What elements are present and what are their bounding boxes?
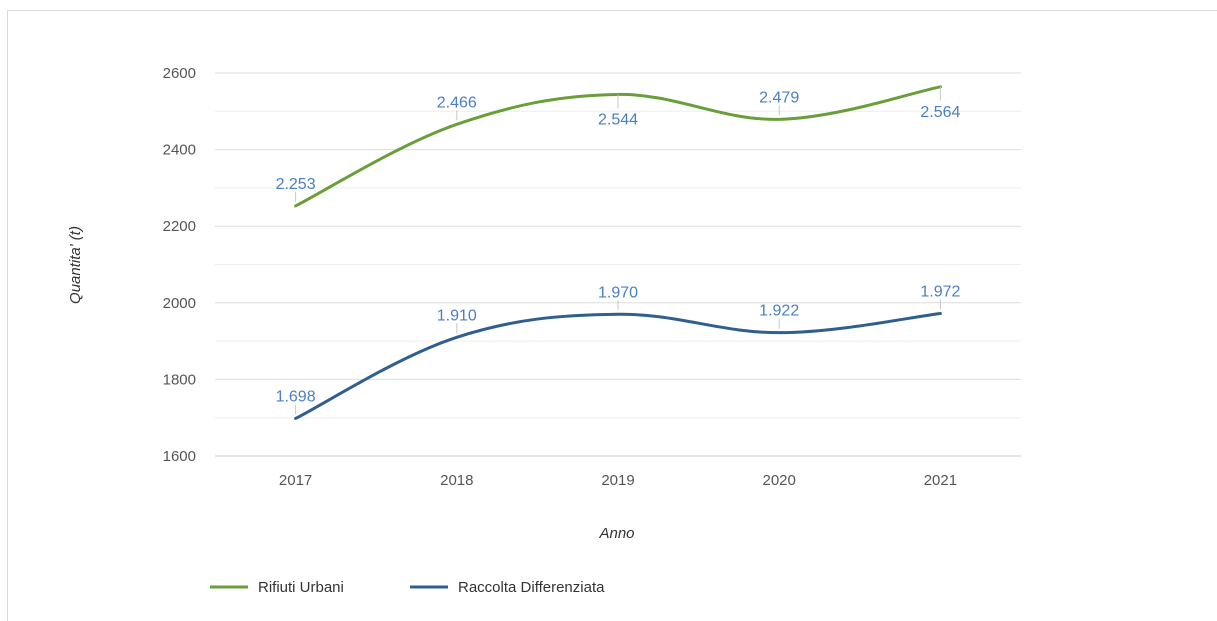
data-label: 2.253 [276, 176, 316, 193]
y-tick-label: 2000 [163, 295, 196, 312]
x-tick-label: 2021 [924, 472, 957, 489]
x-axis-ticks: 2017 2018 2019 2020 2021 [279, 472, 957, 489]
y-axis-title: Quantita' (t) [67, 226, 84, 304]
y-tick-label: 2200 [163, 218, 196, 235]
data-label: 1.970 [598, 284, 638, 301]
legend-label: Raccolta Differenziata [458, 579, 605, 596]
series-group: 2.253 2.466 2.544 2.479 2.564 1.698 1.910 1.970… [276, 85, 961, 420]
data-label: 2.479 [759, 89, 799, 106]
x-tick-label: 2019 [601, 472, 634, 489]
x-axis-title: Anno [598, 525, 634, 542]
legend-item-rifiuti-urbani[interactable]: Rifiuti Urbani [210, 579, 344, 596]
data-label: 1.972 [920, 284, 960, 301]
data-label: 1.922 [759, 303, 799, 320]
series-line-raccolta-differenziata[interactable] [294, 312, 942, 420]
data-label: 2.466 [437, 94, 477, 111]
legend-label: Rifiuti Urbani [258, 579, 344, 596]
grid-lines [215, 72, 1021, 457]
data-label: 2.544 [598, 111, 638, 128]
legend-item-raccolta-differenziata[interactable]: Raccolta Differenziata [410, 579, 605, 596]
x-tick-label: 2017 [279, 472, 312, 489]
y-tick-label: 1800 [163, 371, 196, 388]
data-label: 2.564 [920, 104, 960, 121]
y-axis-ticks: 1600 1800 2000 2200 2400 2600 [163, 65, 196, 465]
data-label: 1.698 [276, 388, 316, 405]
y-tick-label: 1600 [163, 448, 196, 465]
y-tick-label: 2400 [163, 142, 196, 159]
legend[interactable]: Rifiuti Urbani Raccolta Differenziata [210, 579, 605, 596]
x-tick-label: 2020 [763, 472, 796, 489]
data-label: 1.910 [437, 307, 477, 324]
x-tick-label: 2018 [440, 472, 473, 489]
y-tick-label: 2600 [163, 65, 196, 82]
